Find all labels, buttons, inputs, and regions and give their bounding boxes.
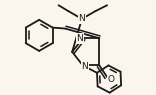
Text: O: O bbox=[107, 75, 115, 84]
Text: N: N bbox=[81, 62, 88, 71]
Text: N: N bbox=[78, 14, 85, 23]
Text: N: N bbox=[77, 34, 83, 43]
